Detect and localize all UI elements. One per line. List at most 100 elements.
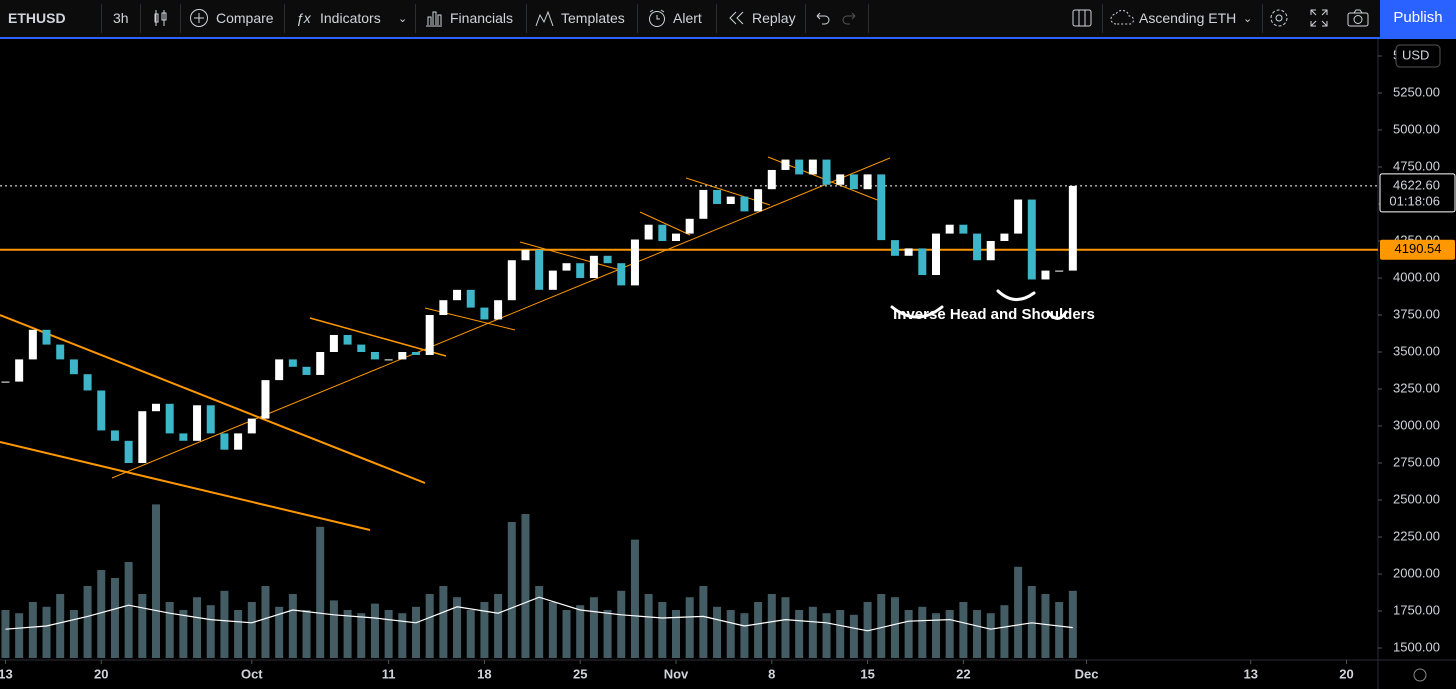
separator — [284, 4, 285, 33]
candle — [849, 174, 858, 190]
head-curve — [996, 289, 1036, 301]
volume-bar — [316, 526, 325, 658]
volume-bar — [795, 610, 804, 658]
templates-icon — [535, 10, 554, 27]
volume-bar — [152, 504, 160, 658]
y-tick-label: 5000.00 — [1393, 121, 1440, 136]
separator — [140, 4, 141, 33]
candle — [576, 263, 585, 278]
candle — [206, 405, 215, 434]
candle — [316, 351, 325, 375]
candle — [630, 239, 639, 286]
volume-bar — [302, 610, 311, 658]
candle — [1000, 233, 1009, 241]
volume-bar — [822, 613, 831, 658]
volume-ma-line — [5, 596, 1073, 632]
candle — [726, 196, 735, 204]
shoulder-curve — [1046, 310, 1068, 320]
candle — [617, 263, 626, 286]
y-tick-label: 2000.00 — [1393, 565, 1440, 580]
candle — [1027, 199, 1036, 280]
volume-bar — [713, 606, 722, 658]
candle — [603, 255, 612, 264]
volume-bar — [165, 602, 174, 658]
trendline — [309, 317, 447, 357]
x-tick-label: 8 — [768, 666, 775, 681]
volume-bar — [193, 597, 202, 658]
volume-bar — [630, 539, 639, 658]
volume-bar — [904, 610, 913, 658]
candle — [453, 289, 462, 301]
volume-bar — [425, 594, 434, 658]
alert-button[interactable]: Alert — [673, 10, 702, 26]
trendline — [0, 314, 426, 484]
volume-bar — [932, 613, 940, 658]
candle — [42, 329, 51, 345]
volume-bar — [439, 586, 448, 658]
templates-button[interactable]: Templates — [561, 10, 625, 26]
candle — [193, 405, 202, 441]
dropdown-caret[interactable]: ⌄ — [398, 13, 408, 25]
volume-bar — [507, 522, 516, 658]
settings-icon[interactable] — [1269, 8, 1289, 28]
price-label-box — [1379, 173, 1456, 213]
y-tick-label: 2750.00 — [1393, 454, 1440, 469]
candle — [412, 351, 420, 355]
volume-bar — [918, 606, 927, 658]
candle — [165, 403, 174, 434]
candle — [973, 233, 982, 261]
layout-icon[interactable] — [1072, 9, 1092, 27]
trendline — [519, 241, 621, 271]
volume-bar — [589, 597, 598, 658]
replay-icon — [729, 11, 744, 25]
separator — [1262, 4, 1263, 33]
volume-bar — [945, 610, 954, 658]
candle — [1055, 270, 1064, 272]
volume-bar — [247, 602, 256, 658]
volume-bar — [535, 586, 544, 658]
volume-bar — [754, 602, 763, 658]
x-tick-label: Dec — [1075, 666, 1099, 681]
dropdown-caret[interactable]: ⌄ — [1243, 13, 1253, 25]
currency-button-box[interactable] — [1395, 44, 1441, 68]
candle — [1068, 185, 1077, 271]
candle — [83, 374, 92, 391]
volume-bar — [412, 606, 420, 658]
volume-bar — [767, 594, 776, 658]
candle — [1, 381, 10, 383]
volume-bar — [863, 602, 872, 658]
symbol[interactable]: ETHUSD — [8, 10, 66, 26]
indicators-button[interactable]: Indicators — [320, 10, 381, 26]
compare-button[interactable]: Compare — [216, 10, 274, 26]
chart-type-icon[interactable] — [152, 9, 168, 27]
undo-redo[interactable] — [814, 10, 858, 26]
publish-button[interactable]: Publish — [1380, 0, 1456, 37]
candle — [740, 196, 749, 212]
volume-bar — [781, 597, 790, 658]
replay-button[interactable]: Replay — [752, 10, 796, 26]
trendline — [0, 441, 371, 531]
candle — [932, 233, 940, 276]
volume-bar — [603, 610, 612, 658]
layout-name[interactable]: Ascending ETH — [1139, 10, 1237, 26]
candle — [890, 240, 899, 256]
snapshot-icon[interactable] — [1347, 9, 1369, 27]
candle — [945, 224, 954, 234]
candle — [110, 430, 119, 441]
separator — [1102, 4, 1103, 33]
y-tick-label: 3500.00 — [1393, 343, 1440, 358]
interval[interactable]: 3h — [113, 10, 129, 26]
financials-button[interactable]: Financials — [450, 10, 514, 26]
fullscreen-icon[interactable] — [1310, 9, 1328, 27]
volume-bar — [1068, 590, 1077, 658]
candle — [1014, 199, 1023, 234]
y-tick-label: 2500.00 — [1393, 491, 1440, 506]
separator — [716, 4, 717, 33]
separator — [101, 4, 102, 33]
toolbar: ETHUSD 3h Compare ƒx Indicators ⌄ Financ… — [0, 0, 1456, 39]
candle — [535, 249, 544, 290]
candle — [986, 240, 995, 261]
x-tick-label: 15 — [860, 666, 874, 681]
volume-bar — [28, 602, 37, 658]
volume-bar — [110, 578, 119, 658]
